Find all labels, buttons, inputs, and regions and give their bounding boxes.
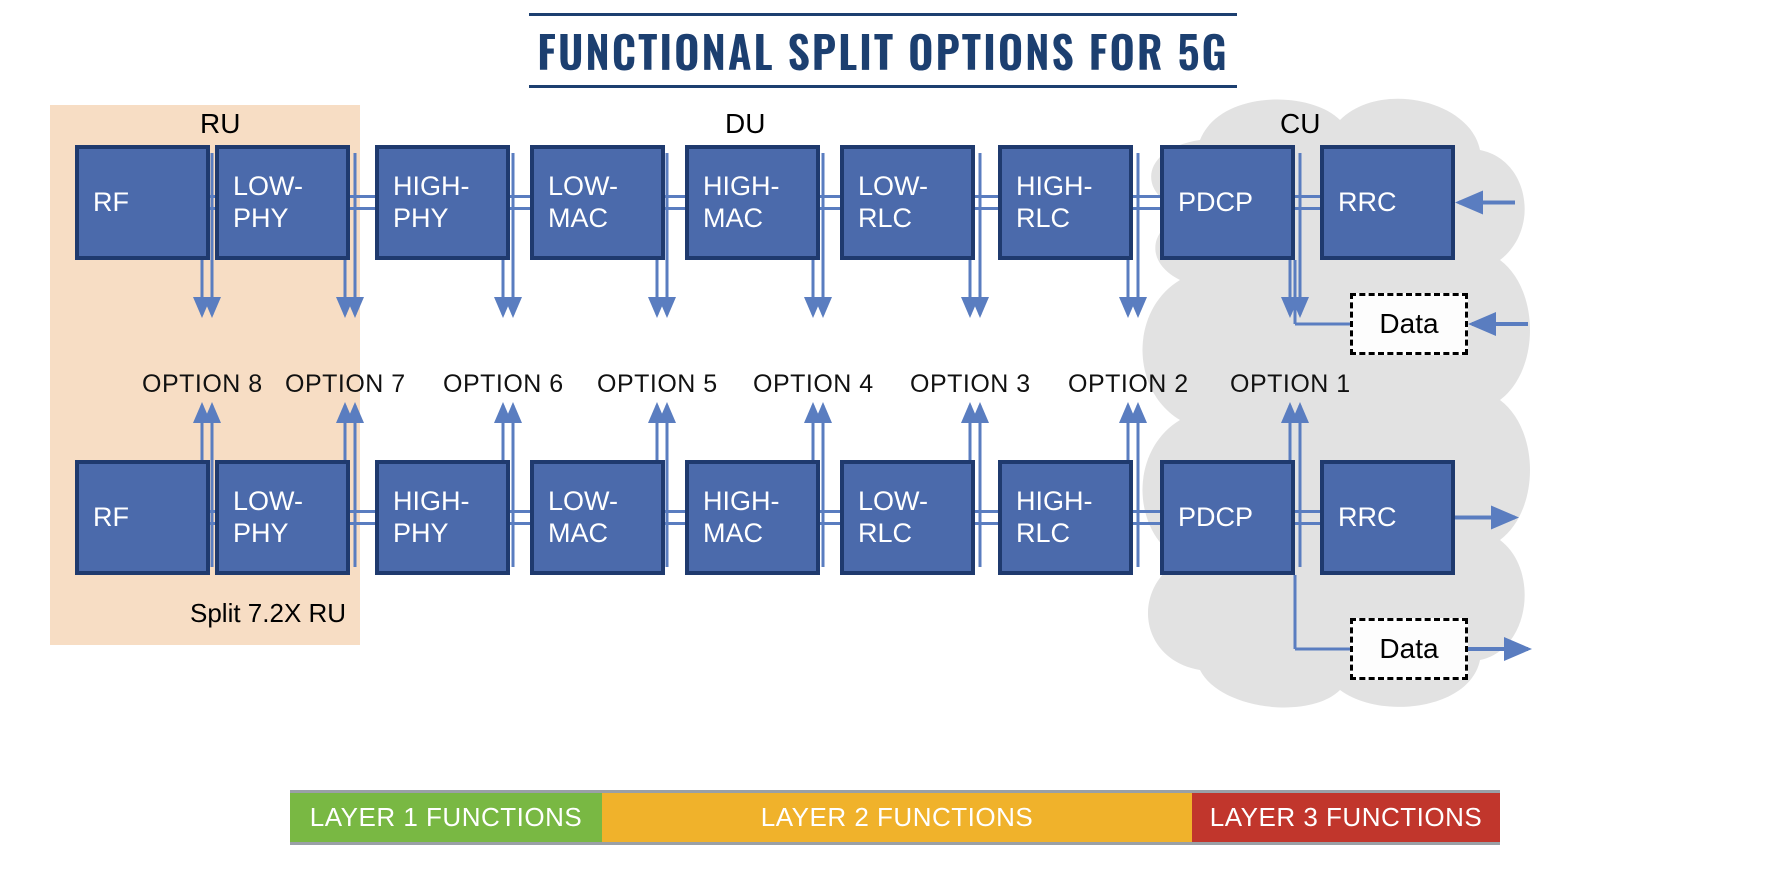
option-label-6: OPTION 6 <box>443 370 564 399</box>
diagram-title: FUNCTIONAL SPLIT OPTIONS FOR 5G <box>0 18 1766 83</box>
option-label-5: OPTION 5 <box>597 370 718 399</box>
block-top-4: HIGH- MAC <box>685 145 820 260</box>
split-label: Split 7.2X RU <box>190 598 346 629</box>
layer-bar: LAYER 1 FUNCTIONSLAYER 2 FUNCTIONSLAYER … <box>290 790 1500 845</box>
block-bot-4: HIGH- MAC <box>685 460 820 575</box>
block-bot-0: RF <box>75 460 210 575</box>
block-top-6: HIGH- RLC <box>998 145 1133 260</box>
block-top-3: LOW- MAC <box>530 145 665 260</box>
unit-label-du: DU <box>725 108 765 140</box>
block-top-5: LOW- RLC <box>840 145 975 260</box>
block-top-8: RRC <box>1320 145 1455 260</box>
layer-seg-2: LAYER 3 FUNCTIONS <box>1192 793 1500 842</box>
unit-label-cu: CU <box>1280 108 1320 140</box>
block-top-0: RF <box>75 145 210 260</box>
data-box-1: Data <box>1350 618 1468 680</box>
block-bot-8: RRC <box>1320 460 1455 575</box>
block-top-2: HIGH- PHY <box>375 145 510 260</box>
block-top-7: PDCP <box>1160 145 1295 260</box>
option-label-8: OPTION 8 <box>142 370 263 399</box>
option-label-3: OPTION 3 <box>910 370 1031 399</box>
block-bot-5: LOW- RLC <box>840 460 975 575</box>
block-bot-3: LOW- MAC <box>530 460 665 575</box>
unit-label-ru: RU <box>200 108 240 140</box>
layer-seg-1: LAYER 2 FUNCTIONS <box>602 793 1192 842</box>
block-top-1: LOW- PHY <box>215 145 350 260</box>
option-label-7: OPTION 7 <box>285 370 406 399</box>
option-label-4: OPTION 4 <box>753 370 874 399</box>
block-bot-7: PDCP <box>1160 460 1295 575</box>
option-label-1: OPTION 1 <box>1230 370 1351 399</box>
block-bot-2: HIGH- PHY <box>375 460 510 575</box>
block-bot-1: LOW- PHY <box>215 460 350 575</box>
data-box-0: Data <box>1350 293 1468 355</box>
option-label-2: OPTION 2 <box>1068 370 1189 399</box>
layer-seg-0: LAYER 1 FUNCTIONS <box>290 793 602 842</box>
block-bot-6: HIGH- RLC <box>998 460 1133 575</box>
